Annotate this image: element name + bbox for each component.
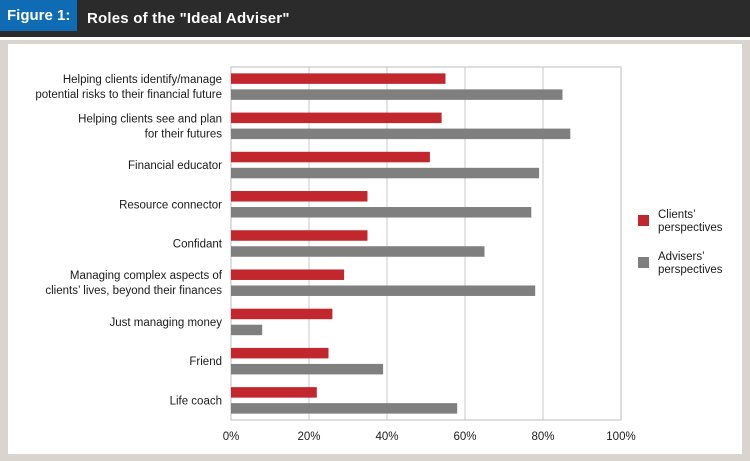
category-label: Confidant xyxy=(173,239,223,251)
category-label: Life coach xyxy=(170,395,222,407)
header-divider xyxy=(0,37,750,40)
category-label: Just managing money xyxy=(109,317,222,329)
figure-label: Figure 1: xyxy=(0,0,78,31)
x-tick-label: 80% xyxy=(531,431,554,443)
category-label: Resource connector xyxy=(119,199,222,211)
legend-label: Clients’ xyxy=(658,209,696,221)
x-tick-label: 40% xyxy=(375,431,398,443)
advisers-bar xyxy=(231,207,532,218)
advisers-bar xyxy=(231,246,485,257)
bar-chart: Helping clients identify/manage potential… xyxy=(35,66,723,443)
advisers-bar xyxy=(231,167,540,179)
advisers-bar xyxy=(231,285,536,296)
clients-bar xyxy=(231,347,329,359)
category-label: potential risks to their financial futur… xyxy=(35,89,222,101)
category-label: Friend xyxy=(189,356,222,368)
category-label: for their futures xyxy=(145,128,223,140)
figure-header: Figure 1: Roles of the "Ideal Adviser" xyxy=(0,0,750,37)
clients-bar xyxy=(231,387,317,398)
category-label: Financial educator xyxy=(128,160,222,172)
legend-label: Advisers’ xyxy=(658,251,705,263)
advisers-legend-swatch xyxy=(638,257,649,268)
legend-label: perspectives xyxy=(658,222,723,234)
clients-legend-swatch xyxy=(638,215,649,226)
clients-bar xyxy=(231,230,368,241)
clients-bar xyxy=(231,151,430,163)
clients-bar xyxy=(231,73,446,84)
legend-label: perspectives xyxy=(658,264,723,276)
advisers-bar xyxy=(231,363,384,375)
plot-frame xyxy=(230,66,622,421)
advisers-bar xyxy=(231,403,458,414)
chart-panel: Helping clients identify/manage potential… xyxy=(8,44,742,454)
x-tick-label: 100% xyxy=(606,431,635,443)
clients-bar xyxy=(231,112,442,124)
x-tick-label: 60% xyxy=(453,431,476,443)
category-label: Helping clients see and plan xyxy=(78,113,222,125)
category-label: clients’ lives, beyond their finances xyxy=(45,285,222,297)
clients-bar xyxy=(231,269,345,280)
clients-bar xyxy=(231,191,368,202)
category-label: Helping clients identify/manage xyxy=(63,74,222,86)
category-label: Managing complex aspects of xyxy=(70,270,223,282)
advisers-bar xyxy=(231,89,563,100)
clients-bar xyxy=(231,308,333,320)
figure-title: Roles of the "Ideal Adviser" xyxy=(87,10,290,27)
x-tick-label: 0% xyxy=(223,431,240,443)
advisers-bar xyxy=(231,324,263,336)
x-tick-label: 20% xyxy=(297,431,320,443)
advisers-bar xyxy=(231,128,571,140)
